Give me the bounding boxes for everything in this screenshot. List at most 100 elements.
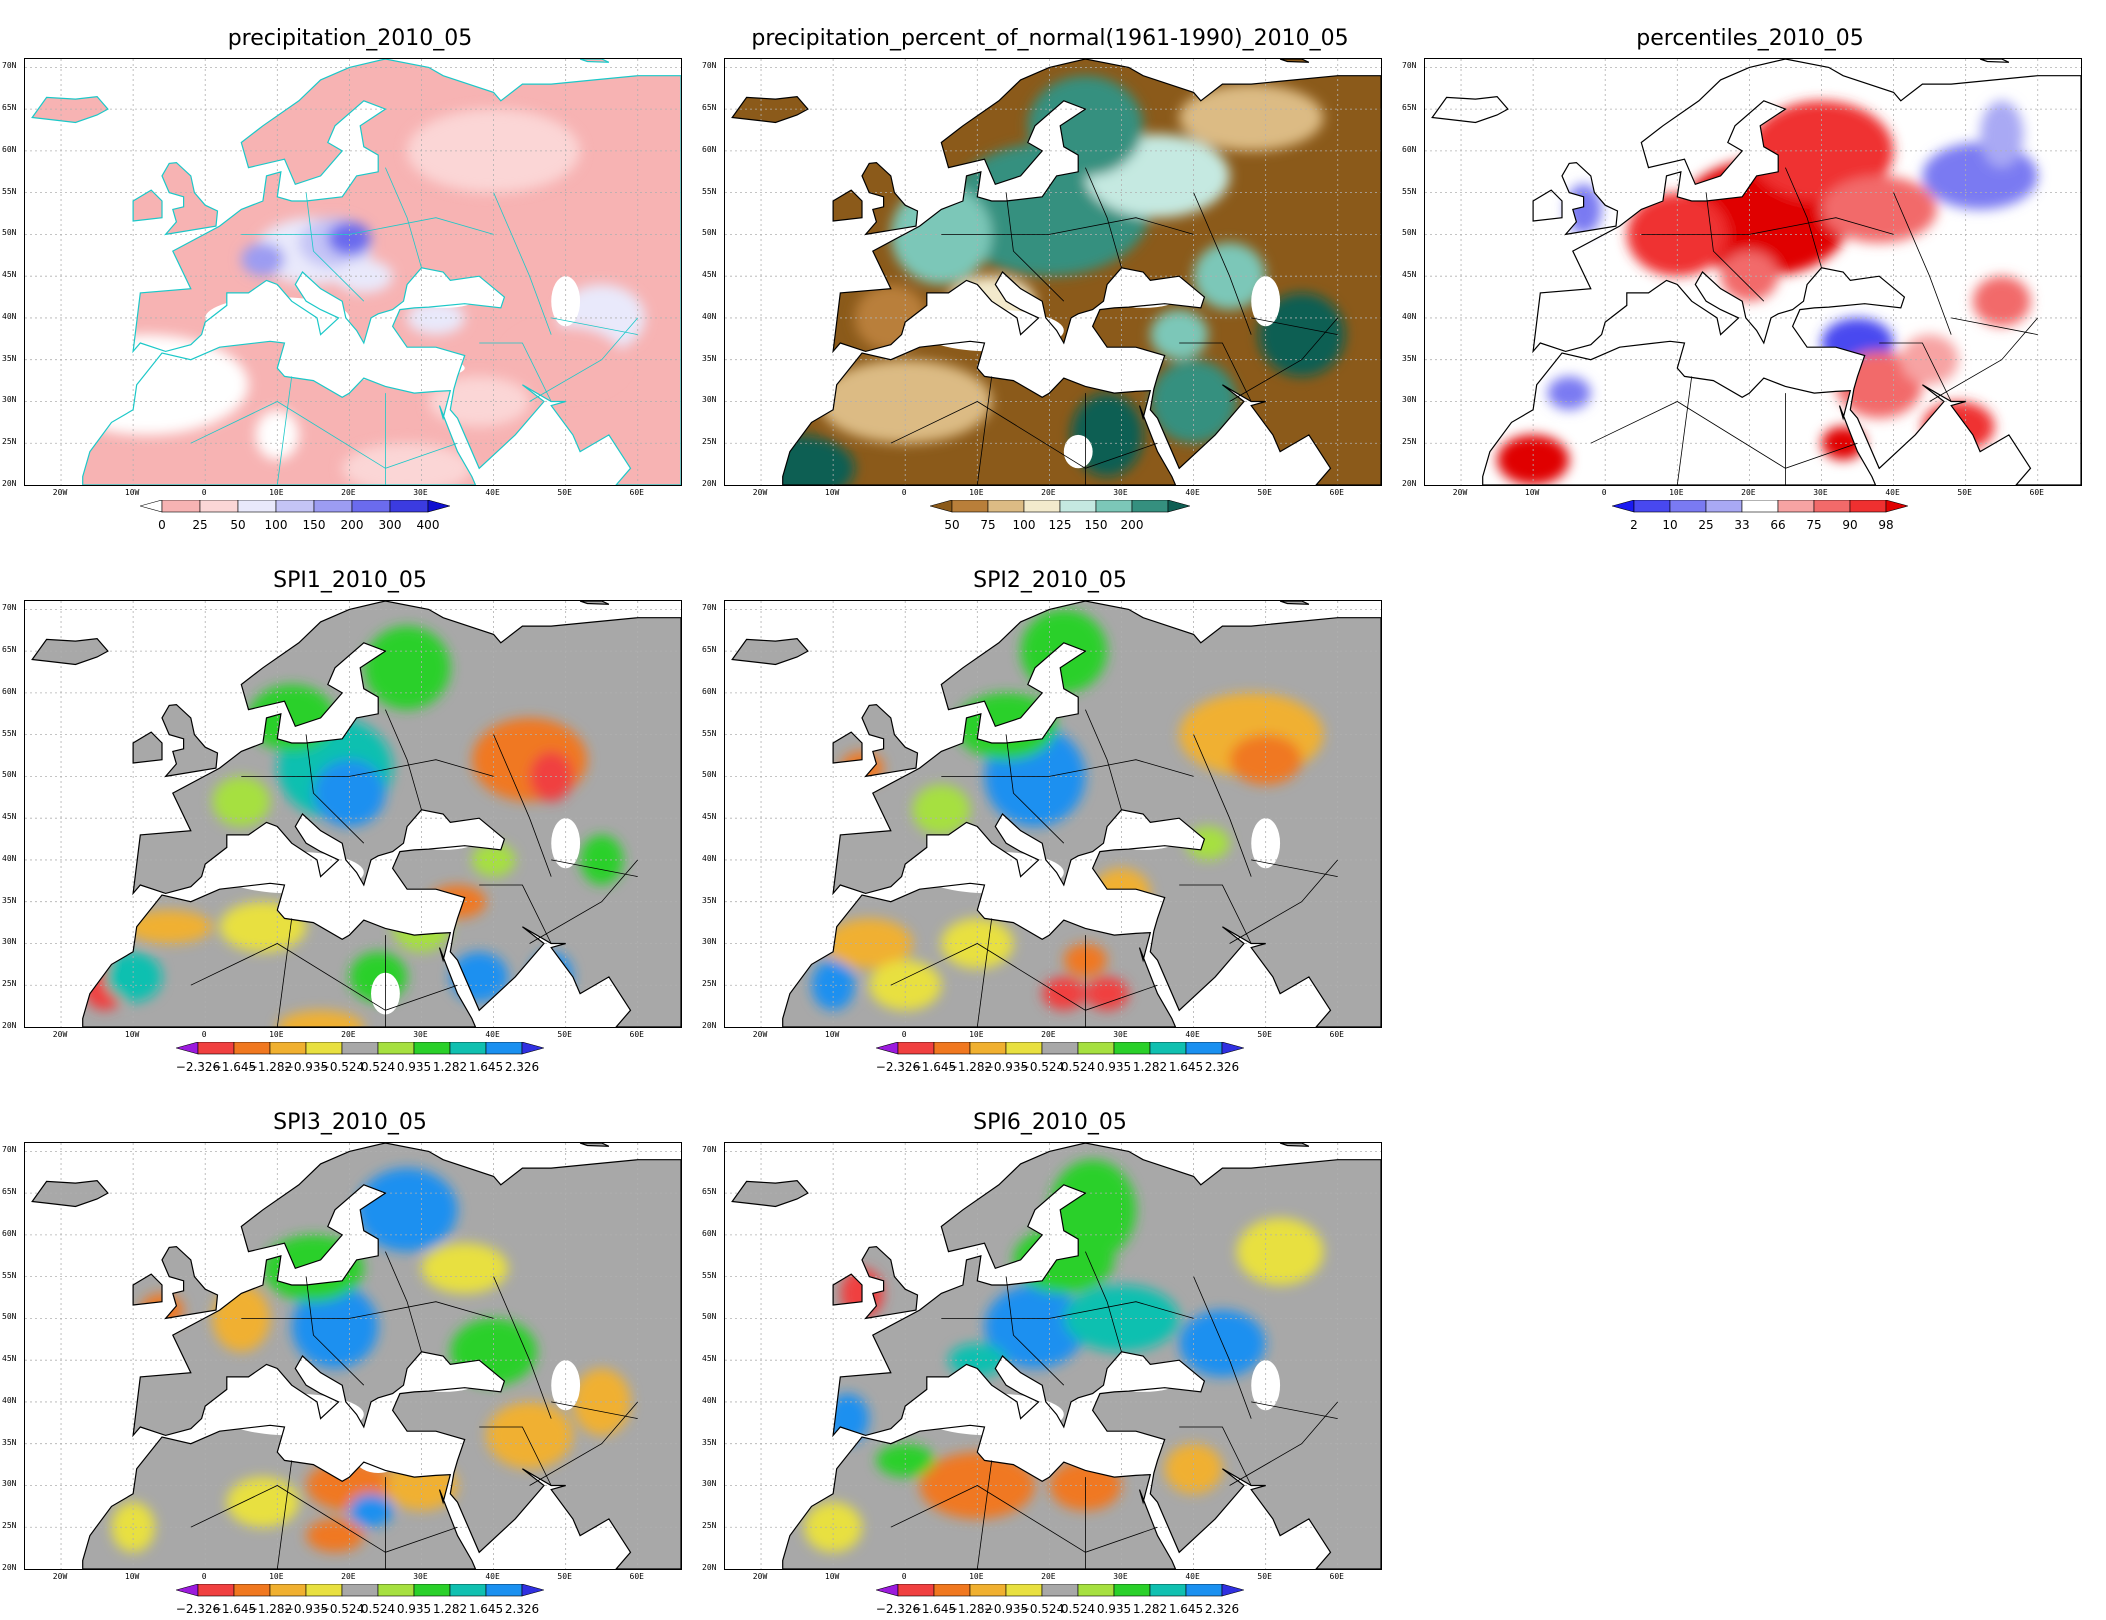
colorbar-tick-label: 0.935 bbox=[396, 1602, 432, 1616]
colorbar-bin bbox=[449, 1584, 487, 1597]
field-anomaly-region bbox=[212, 776, 271, 827]
lat-tick-label: 30N bbox=[2, 1479, 17, 1489]
map-canvas bbox=[725, 1143, 1381, 1569]
colorbar-bin bbox=[1669, 500, 1707, 513]
panel-precipitation: precipitation_2010_05 70N 65N 60N 55N 50N 45N… bbox=[0, 26, 700, 532]
colorbar-tick-label: 100 bbox=[1012, 518, 1036, 532]
lon-tick-label: 50E bbox=[557, 1572, 572, 1581]
lat-tick-label: 40N bbox=[702, 1395, 717, 1405]
colorbar-tick-label: 100 bbox=[264, 518, 288, 532]
colorbar-bin bbox=[1185, 1042, 1223, 1055]
lat-tick-label: 50N bbox=[1402, 228, 1417, 238]
lat-tick-label: 70N bbox=[702, 1145, 717, 1155]
lat-tick-label: 40N bbox=[1402, 311, 1417, 321]
lat-tick-label: 45N bbox=[2, 1354, 17, 1364]
map-frame bbox=[1424, 58, 2082, 486]
lat-tick-label: 50N bbox=[2, 228, 17, 238]
lat-tick-label: 30N bbox=[702, 1479, 717, 1489]
field-anomaly-region bbox=[1547, 376, 1591, 410]
colorbar-extension-high bbox=[427, 500, 450, 513]
colorbar-bin bbox=[1741, 500, 1779, 513]
colorbar-extension-high bbox=[1167, 500, 1190, 513]
lon-tick-label: 20W bbox=[52, 488, 68, 497]
colorbar-tick-label: 50 bbox=[944, 518, 960, 532]
panel-title: SPI6_2010_05 bbox=[973, 1110, 1127, 1135]
country-borders bbox=[890, 167, 1339, 485]
country-borders bbox=[890, 709, 1339, 1027]
field-anomaly-region bbox=[471, 843, 516, 877]
colorbar-tick-label: 1.282 bbox=[1132, 1060, 1168, 1074]
lon-tick-label: 10E bbox=[969, 488, 984, 497]
field-anomaly-region bbox=[1042, 976, 1086, 1011]
colorbar-tick-label: 125 bbox=[1048, 518, 1072, 532]
lon-tick-label: 60E bbox=[1329, 1572, 1344, 1581]
lon-tick-label: 20W bbox=[1452, 488, 1468, 497]
colorbar-bin bbox=[1041, 1584, 1079, 1597]
field-anomaly-region bbox=[1236, 1218, 1324, 1285]
lon-tick-label: 0 bbox=[901, 1030, 907, 1039]
lon-tick-label: 40E bbox=[485, 488, 500, 497]
field-anomaly-region bbox=[811, 960, 855, 1011]
colorbar-extension-low bbox=[930, 500, 953, 513]
colorbar-tick-label: 98 bbox=[1878, 518, 1894, 532]
colorbar-extension-high bbox=[521, 1584, 544, 1597]
lon-tick-label: 50E bbox=[557, 1030, 572, 1039]
field-anomaly-region bbox=[349, 1493, 393, 1528]
lat-tick-label: 55N bbox=[2, 1270, 17, 1280]
colorbar-tick-label: 2.326 bbox=[504, 1060, 540, 1074]
colorbar: −2.326 −1.645 −1.282 −0.935 −0.524 0.524 0.935… bbox=[176, 1584, 544, 1620]
lat-tick-label: 70N bbox=[2, 61, 17, 71]
colorbar-bin bbox=[197, 1042, 235, 1055]
lat-tick-label: 20N bbox=[702, 1563, 717, 1572]
lon-tick-label: 0 bbox=[901, 488, 907, 497]
lon-tick-label: 40E bbox=[1885, 488, 1900, 497]
lat-tick-label: 65N bbox=[2, 103, 17, 113]
panel-title: SPI1_2010_05 bbox=[273, 568, 427, 593]
colorbar-tick-label: −0.524 bbox=[319, 1060, 365, 1074]
colorbar-tick-label: −0.935 bbox=[983, 1602, 1029, 1616]
lat-tick-label: 50N bbox=[702, 770, 717, 780]
colorbar-tick-label: −1.282 bbox=[247, 1602, 293, 1616]
lat-tick-label: 25N bbox=[2, 437, 17, 447]
lat-tick-label: 55N bbox=[702, 1270, 717, 1280]
colorbar-tick-label: 0.524 bbox=[1060, 1602, 1096, 1616]
lat-tick-label: 50N bbox=[2, 770, 17, 780]
lon-axis: 20W 10W 0 10E 20E 30E 40E 50E 60E bbox=[700, 488, 1400, 500]
colorbar-bin bbox=[951, 500, 989, 513]
lat-tick-label: 65N bbox=[1402, 103, 1417, 113]
colorbar-bin bbox=[1059, 500, 1097, 513]
field-anomaly-region bbox=[486, 1401, 573, 1469]
lon-tick-label: 0 bbox=[1601, 488, 1607, 497]
lat-tick-label: 60N bbox=[702, 686, 717, 696]
field-anomaly-region bbox=[912, 784, 971, 835]
colorbar-bin bbox=[1005, 1584, 1043, 1597]
panel-percentiles: percentiles_2010_05 70N 65N 60N 55N 50N 45N 40… bbox=[1400, 26, 2100, 532]
colorbar-bin bbox=[1849, 500, 1887, 513]
colorbar-tick-label: 0 bbox=[158, 518, 166, 532]
lat-tick-label: 30N bbox=[2, 937, 17, 947]
lon-tick-label: 20E bbox=[341, 1030, 356, 1039]
lat-tick-label: 65N bbox=[702, 1187, 717, 1197]
lat-tick-label: 20N bbox=[1402, 479, 1417, 488]
colorbar: −2.326 −1.645 −1.282 −0.935 −0.524 0.524 0.935… bbox=[176, 1042, 544, 1078]
field-anomaly-region bbox=[1027, 75, 1144, 176]
colorbar-bin bbox=[161, 500, 201, 513]
colorbar: 0 25 50 100 150 200 300 400 bbox=[140, 500, 450, 536]
coastline bbox=[31, 1143, 681, 1569]
country-borders bbox=[890, 1251, 1339, 1569]
map-frame bbox=[24, 58, 682, 486]
colorbar-bin bbox=[897, 1042, 935, 1055]
field-anomaly-region bbox=[1049, 1159, 1136, 1260]
panel-spi1: SPI1_2010_05 70N 65N 60N 55N 50N 45N 40N 35N 30N… bbox=[0, 568, 700, 1074]
field-anomaly-region bbox=[277, 1010, 364, 1027]
colorbar-tick-label: 150 bbox=[302, 518, 326, 532]
lon-tick-label: 20W bbox=[752, 488, 768, 497]
colorbar-tick-label: −2.326 bbox=[175, 1060, 221, 1074]
lon-tick-label: 10E bbox=[269, 1572, 284, 1581]
lat-tick-label: 20N bbox=[2, 1021, 17, 1030]
lat-tick-label: 55N bbox=[2, 186, 17, 196]
colorbar-tick-label: 1.282 bbox=[432, 1602, 468, 1616]
map-frame bbox=[724, 1142, 1382, 1570]
colorbar-tick-label: 300 bbox=[378, 518, 402, 532]
colorbar-bin bbox=[341, 1584, 379, 1597]
